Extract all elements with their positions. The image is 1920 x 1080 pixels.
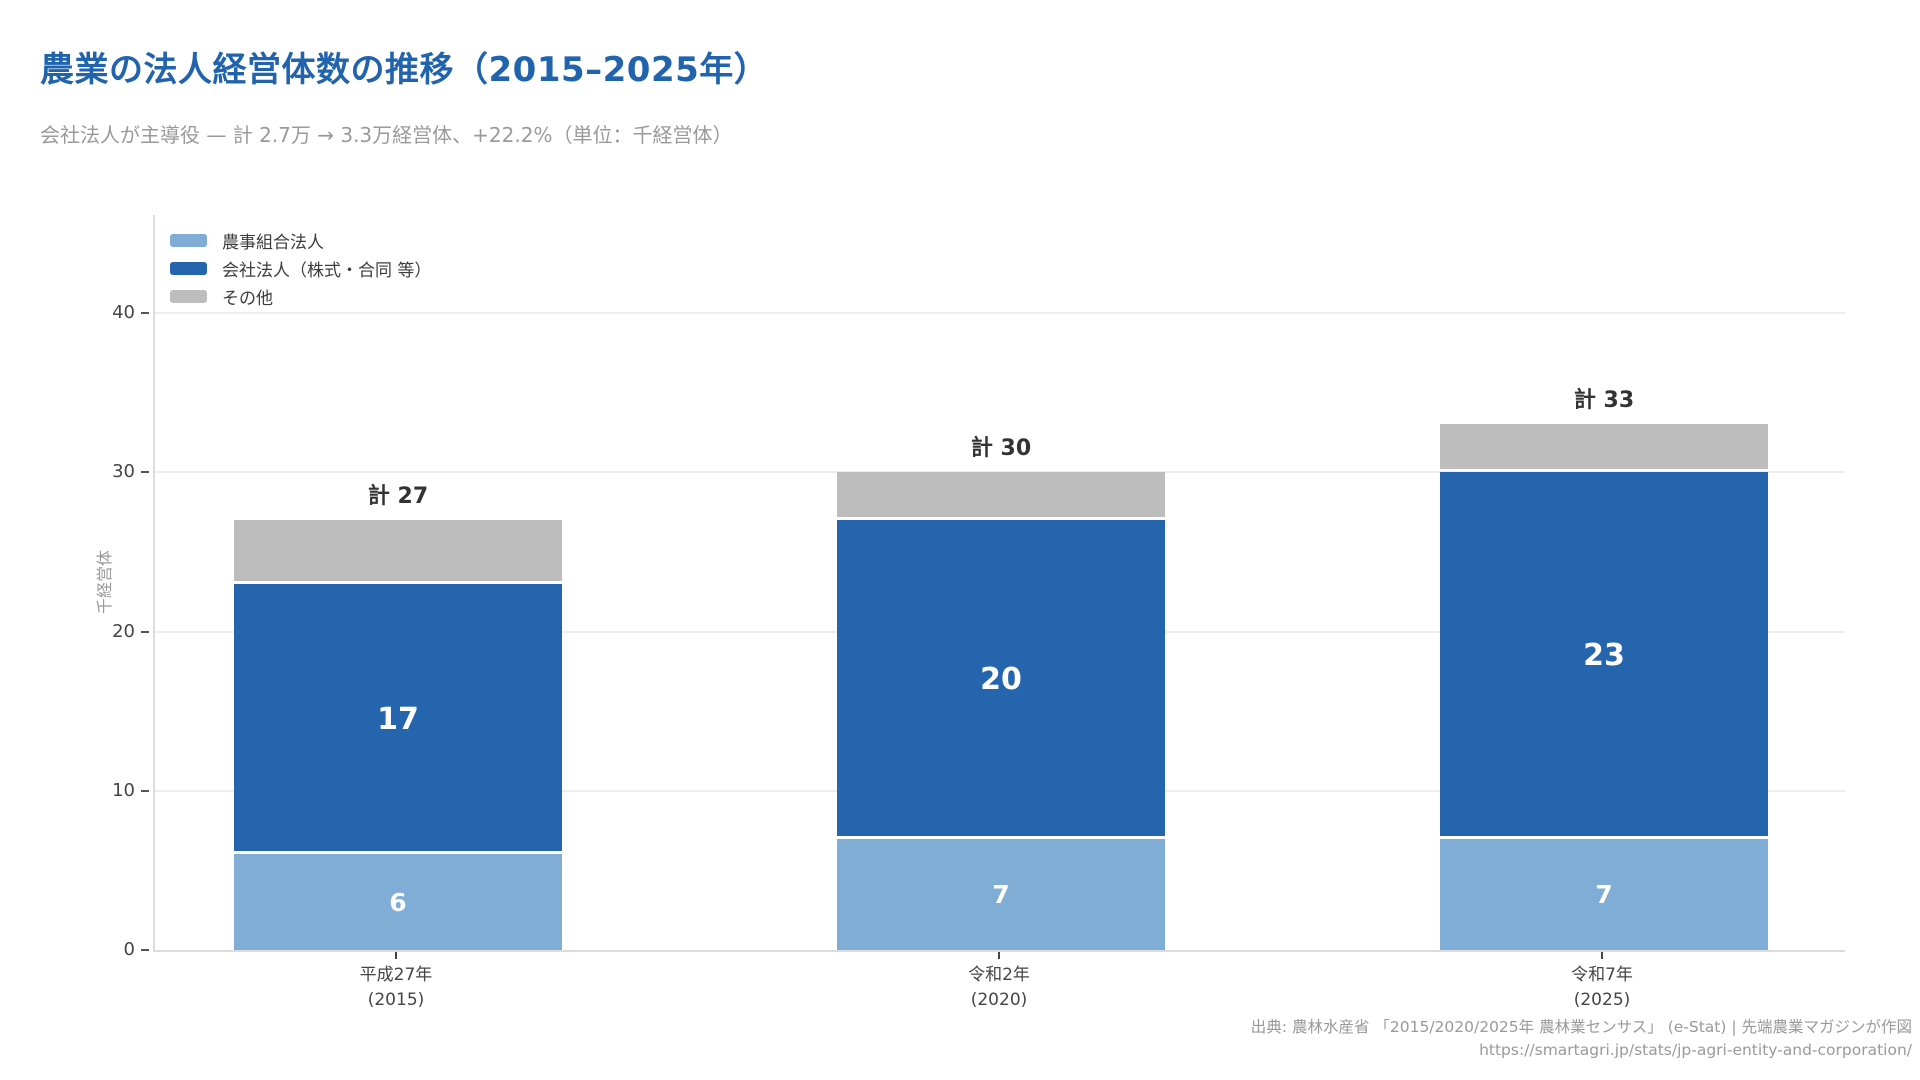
legend: 農事組合法人会社法人（株式・合同 等） その他 [170,226,431,310]
legend-swatch-icon [170,289,207,303]
bar-total-label: 計 33 [1573,388,1635,414]
legend-swatch-icon [170,233,207,247]
legend-item-label: 農事組合法人 [222,232,324,253]
legend-item-3: その他 [170,282,431,310]
legend-item-1: 農事組合法人 [170,226,431,254]
bar-segment-1 [837,838,1165,950]
bar-value-label: 20 [980,661,1022,697]
bar-segment-3 [234,520,562,581]
x-axis-label: 令和2年 (2020) [849,963,1149,1012]
legend-item-2: 会社法人（株式・合同 等） [170,254,431,282]
bar-total-label: 計 27 [367,484,429,510]
plot-area: 6 17 計 27 7 20 計 30 7 23 計 33 [153,215,1845,952]
y-tick-mark [141,471,149,474]
y-tick-mark [141,789,149,792]
grid-line [155,312,1845,314]
bar-value-label: 23 [1583,637,1625,673]
x-axis-label-era: 平成27年 [359,965,433,985]
bar-segment-3 [1440,424,1768,470]
y-tick-mark [141,312,149,314]
x-tick-mark [998,952,1000,959]
y-tick-mark [141,949,149,951]
x-axis-label-year: (2025) [1573,989,1631,1010]
legend-item-label: 会社法人（株式・合同 等） [222,260,432,281]
bar-total-label: 計 30 [970,436,1032,462]
x-tick-mark [395,952,397,959]
y-tick-label: 30 [112,461,135,483]
bar-segment-2 [1440,472,1768,836]
x-axis-label: 令和7年 (2025) [1452,963,1752,1012]
legend-swatch-icon [170,261,207,275]
bar-segment-1 [234,854,562,950]
y-tick-label: 40 [112,302,135,323]
bar-value-label: 7 [992,879,1010,909]
x-axis-label-era: 令和7年 [1571,965,1633,985]
y-tick-label: 0 [123,939,135,960]
x-axis-label: 平成27年 (2015) [246,963,546,1012]
x-axis-label-era: 令和2年 [968,965,1030,985]
bar-segment-2 [234,583,562,852]
source-url: https://smartagri.jp/stats/jp-agri-entit… [1479,1041,1912,1060]
bar-value-label: 7 [1595,879,1613,909]
y-axis-title: 千経営体 [95,549,114,615]
x-axis-label-year: (2015) [367,989,425,1010]
x-axis-label-year: (2020) [970,989,1028,1010]
bar-segment-2 [837,520,1165,836]
bar-value-label: 17 [377,701,419,737]
source-attribution: 出典: 農林水産省 「2015/2020/2025年 農林業センサス」 (e-S… [1251,1016,1912,1063]
y-tick-mark [141,630,149,633]
source-line-1: 出典: 農林水産省 「2015/2020/2025年 農林業センサス」 (e-S… [1250,1018,1912,1036]
y-tick-label: 20 [112,620,135,642]
x-tick-mark [1601,952,1603,959]
bar-value-label: 6 [389,887,407,917]
chart-title: 農業の法人経営体数の推移（2015–2025年） [40,50,769,90]
bar-segment-3 [837,472,1165,518]
y-tick-label: 10 [112,779,135,801]
bar-segment-1 [1440,838,1768,950]
legend-item-label: その他 [222,288,273,309]
chart-subtitle: 会社法人が主導役 — 計 2.7万 → 3.3万経営体、+22.2%（単位：千経… [40,123,733,147]
